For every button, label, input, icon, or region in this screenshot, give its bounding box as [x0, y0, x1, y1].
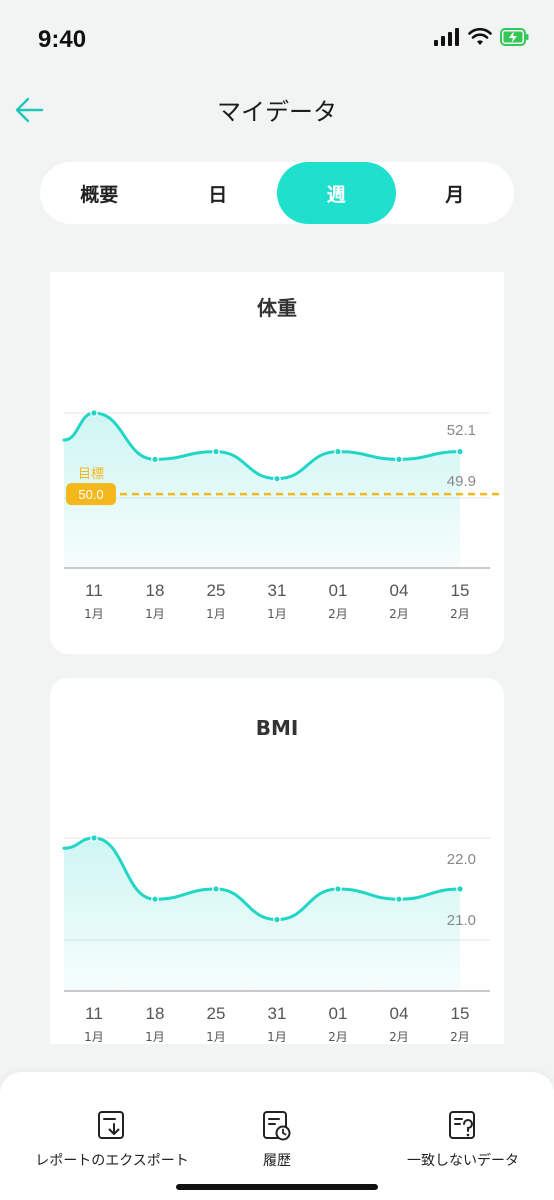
signal-icon: [434, 28, 459, 46]
export-report-button[interactable]: レポートのエクスポート: [30, 1110, 194, 1170]
tab-month[interactable]: 月: [445, 183, 465, 206]
weight-data-point[interactable]: [456, 447, 464, 456]
bmi-x-tick-month: 2月: [450, 1030, 470, 1044]
weight-x-tick-month: 2月: [328, 607, 348, 621]
weight-x-tick-day: 11: [85, 581, 103, 600]
weight-series-line: [62, 411, 462, 481]
weight-data-point[interactable]: [151, 455, 159, 464]
bottom-action-bar: レポートのエクスポート 履歴 一致しないデータ: [0, 1072, 554, 1200]
bmi-data-point[interactable]: [395, 895, 403, 904]
tab-week[interactable]: 週: [277, 162, 396, 224]
page-title: マイデータ: [217, 98, 337, 126]
mismatch-data-button[interactable]: 一致しないデータ: [396, 1110, 530, 1170]
history-icon: [263, 1111, 291, 1141]
bmi-y-tick-label: 21.0: [447, 912, 476, 929]
bmi-data-point[interactable]: [334, 885, 342, 893]
weight-x-tick-day: 18: [146, 581, 165, 600]
period-tabs: 概要 日 週 月: [40, 162, 514, 224]
weight-x-tick-day: 04: [390, 581, 409, 600]
bmi-data-point[interactable]: [90, 834, 98, 842]
bmi-x-tick-day: 11: [85, 1004, 103, 1023]
bmi-chart: 22.0 21.0 11 1月 18 1月 25 1月 31 1月 01 2月 04 2月 15 2月: [62, 834, 490, 1044]
weight-data-point[interactable]: [334, 447, 342, 456]
bmi-data-point[interactable]: [212, 885, 220, 893]
bmi-x-tick-day: 18: [146, 1004, 165, 1023]
bmi-x-tick-month: 1月: [206, 1030, 226, 1044]
weight-data-point[interactable]: [395, 455, 403, 464]
wifi-icon: [468, 28, 492, 45]
weight-x-tick-month: 1月: [84, 607, 104, 621]
weight-chart: 52.1 49.9 11 1月 18 1月 25 1月 31 1月 01 2月 04 2月 15 2月 目標 50…: [62, 409, 504, 621]
history-label: 履歴: [263, 1153, 291, 1169]
weight-x-tick-day: 31: [268, 581, 287, 600]
bmi-x-tick-day: 15: [451, 1004, 470, 1023]
bmi-x-tick-month: 2月: [328, 1030, 348, 1044]
weight-goal-value: 50.0: [78, 487, 103, 502]
back-button[interactable]: [12, 90, 52, 130]
status-bar: 9:40: [0, 0, 554, 80]
bmi-data-point[interactable]: [456, 885, 464, 893]
nav-bar: マイデータ: [0, 80, 554, 140]
bmi-card: BMI 22.0 21.0 11 1月 18 1月 25 1月 31 1月 01 2月 04 2月 15 2月: [50, 678, 504, 1044]
tab-overview[interactable]: 概要: [80, 183, 119, 206]
weight-x-tick-month: 2月: [389, 607, 409, 621]
weight-data-point[interactable]: [273, 474, 281, 483]
weight-data-point[interactable]: [90, 409, 98, 417]
bmi-y-tick-label: 22.0: [447, 851, 476, 868]
weight-y-tick-label: 52.1: [447, 422, 476, 439]
back-arrow-icon: [15, 97, 44, 123]
bmi-x-tick-month: 1月: [267, 1030, 287, 1044]
mismatch-data-label: 一致しないデータ: [407, 1153, 519, 1169]
weight-y-tick-label: 49.9: [447, 473, 476, 490]
bmi-x-tick-day: 25: [207, 1004, 226, 1023]
status-icons: [434, 28, 530, 46]
weight-x-tick-month: 1月: [267, 607, 287, 621]
bmi-x-tick-month: 1月: [145, 1030, 165, 1044]
weight-x-tick-day: 01: [329, 581, 348, 600]
weight-x-tick-month: 1月: [145, 607, 165, 621]
export-icon: [98, 1111, 124, 1139]
bmi-x-tick-day: 31: [268, 1004, 287, 1023]
weight-x-tick-day: 15: [451, 581, 470, 600]
weight-card: 体重 52.1 49.9 11 1月 18 1月 25 1月 31 1月 01 2月 04 2月 15 2月 目…: [50, 272, 504, 654]
battery-charging-icon: [500, 28, 529, 46]
export-report-label: レポートのエクスポート: [35, 1153, 189, 1169]
bmi-data-point[interactable]: [273, 915, 281, 924]
home-indicator: [176, 1184, 378, 1190]
history-button[interactable]: 履歴: [252, 1110, 302, 1170]
bmi-series-line: [62, 836, 462, 922]
weight-goal-badge: [66, 483, 116, 506]
bmi-x-tick-month: 2月: [389, 1030, 409, 1044]
bmi-x-tick-month: 1月: [84, 1030, 104, 1044]
status-time: 9:40: [38, 26, 87, 53]
bmi-card-title: BMI: [255, 716, 299, 740]
weight-x-tick-month: 1月: [206, 607, 226, 621]
weight-data-point[interactable]: [212, 447, 220, 456]
bmi-x-tick-day: 04: [390, 1004, 409, 1023]
bmi-x-tick-day: 01: [329, 1004, 348, 1023]
bmi-data-point[interactable]: [151, 895, 159, 904]
weight-x-tick-month: 2月: [450, 607, 470, 621]
bmi-area: [64, 838, 460, 991]
weight-area: [64, 413, 460, 568]
weight-goal-label: 目標: [78, 467, 104, 482]
mismatch-data-icon: [449, 1111, 475, 1139]
weight-x-tick-day: 25: [207, 581, 226, 600]
tab-day[interactable]: 日: [208, 183, 228, 206]
weight-card-title: 体重: [257, 296, 297, 320]
